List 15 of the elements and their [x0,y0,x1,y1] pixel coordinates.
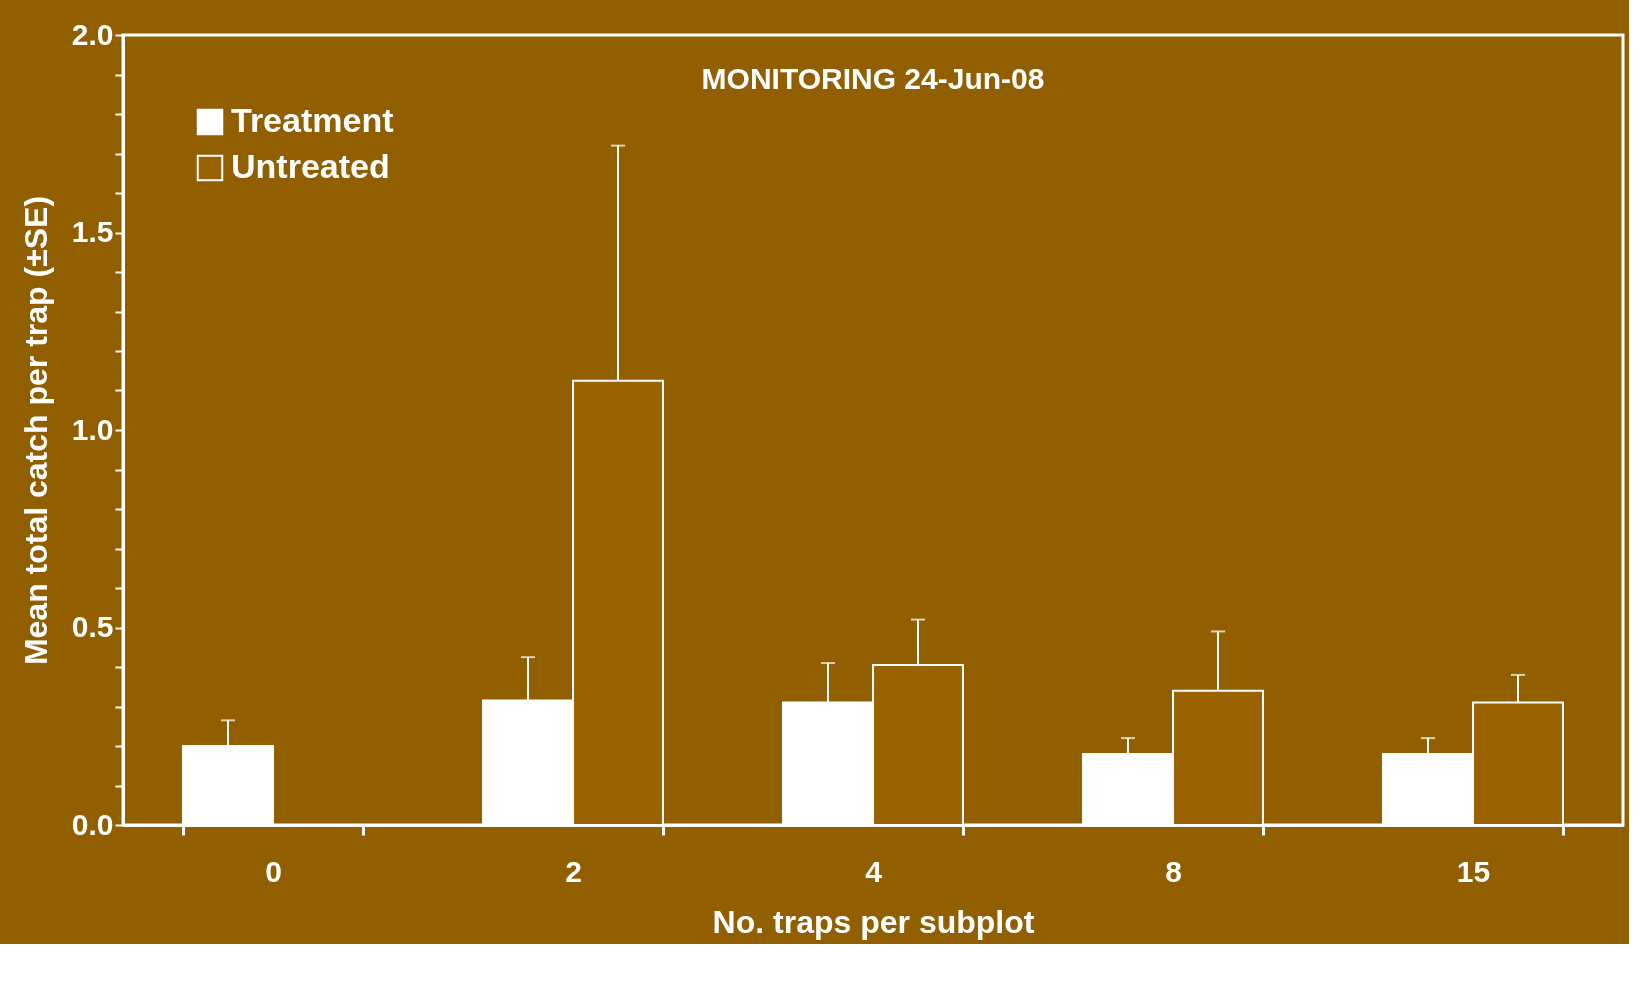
y-axis-title: Mean total catch per trap (±SE) [17,195,54,666]
x-tick-label: 2 [565,854,582,888]
y-tick-label: 1.0 [71,412,114,446]
text: 0.0 [71,807,114,841]
x-tick-label: 0 [265,854,282,888]
x-tick-label: 15 [1456,854,1491,888]
y-tick-label: 0.5 [71,610,114,643]
y-tick-label: 1.5 [71,215,114,248]
legend-label: Untreated [231,147,390,185]
legend-label: Treatment [231,101,394,139]
text: MONITORING 24-Jun-08 [701,62,1045,95]
x-axis-title: No. traps per subplot [712,903,1035,940]
x-tick-label: 4 [865,854,883,888]
y-tick-label: 2.0 [71,17,114,51]
x-tick-label: 8 [1165,854,1182,888]
